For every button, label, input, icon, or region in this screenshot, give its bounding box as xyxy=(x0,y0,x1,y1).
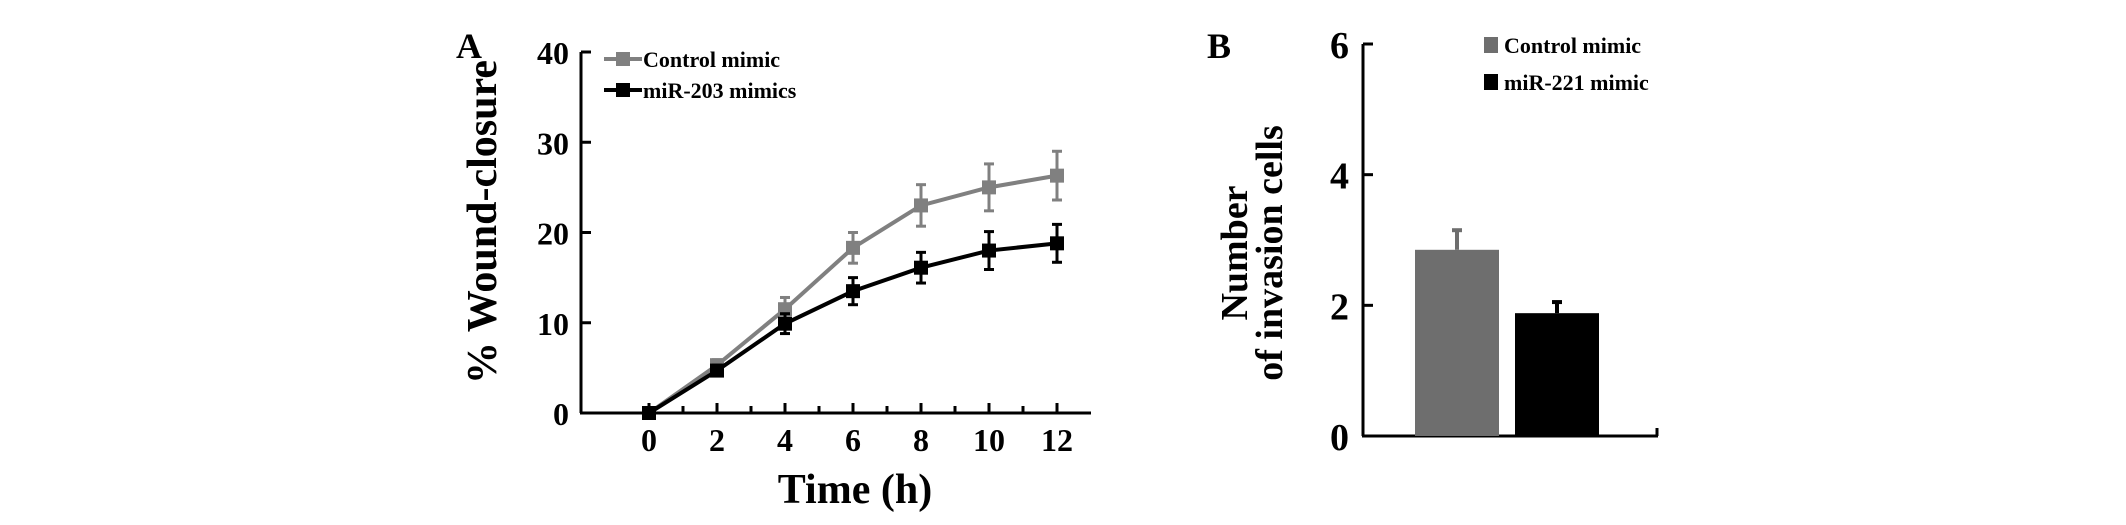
panel-a-y-axis-label: % Wound-closure xyxy=(460,60,506,384)
panel-a-legend-marker-control xyxy=(616,52,630,66)
panel-a-data-point xyxy=(778,316,792,331)
panel-a-series xyxy=(642,149,1064,420)
panel-a-data-point xyxy=(1050,168,1064,183)
panel-a-legend: Control mimic miR-203 mimics xyxy=(604,47,797,103)
panel-b-y-axis-label-line1: Number xyxy=(1214,185,1256,320)
panel-a-x-tick-label: 8 xyxy=(913,422,929,458)
panel-b-y-tick-label: 0 xyxy=(1330,417,1349,459)
panel-b-y-ticks: 0 2 4 6 xyxy=(1330,25,1373,459)
panel-a-y-tick-label: 20 xyxy=(537,216,569,252)
panel-b-bar-chart: B Number of invasion cells 0 2 4 6 Control … xyxy=(1207,25,1659,459)
panel-a-legend-label-control: Control mimic xyxy=(643,47,780,72)
panel-b-y-tick-label: 6 xyxy=(1330,25,1349,67)
panel-b-y-tick-label: 4 xyxy=(1330,156,1349,198)
panel-a-x-tick-label: 4 xyxy=(777,422,793,458)
panel-b-bars xyxy=(1415,228,1599,436)
panel-a-y-tick-label: 0 xyxy=(553,396,569,432)
panel-a-data-point xyxy=(846,284,860,299)
panel-a-x-tick-label: 10 xyxy=(973,422,1005,458)
panel-a-series-line xyxy=(647,241,1058,415)
panel-b-legend-label-mir221: miR-221 mimic xyxy=(1504,70,1649,95)
panel-a-data-point xyxy=(914,198,928,213)
panel-a-x-tick-label: 6 xyxy=(845,422,861,458)
panel-a-y-ticks: 0 10 20 30 40 xyxy=(537,35,591,432)
panel-b-legend-swatch-control xyxy=(1484,37,1498,53)
panel-b-bar xyxy=(1515,313,1599,436)
panel-a-x-tick-label: 2 xyxy=(709,422,725,458)
panel-a-y-tick-label: 10 xyxy=(537,306,569,342)
panel-a-x-ticks: 0 2 4 6 8 10 12 xyxy=(641,403,1073,458)
panel-b-legend-swatch-mir221 xyxy=(1484,74,1498,90)
panel-a-data-point xyxy=(914,260,928,275)
panel-a-legend-label-mir203: miR-203 mimics xyxy=(643,78,797,103)
panel-a-line-chart: A % Wound-closure Time (h) 0 10 20 30 40 0 2 4… xyxy=(456,26,1091,513)
panel-a-x-tick-label: 0 xyxy=(641,422,657,458)
panel-a-x-axis-label: Time (h) xyxy=(778,467,932,513)
panel-a-data-point xyxy=(1050,236,1064,251)
panel-b-label: B xyxy=(1207,26,1231,66)
panel-b-bar xyxy=(1415,249,1499,436)
panel-a-data-point xyxy=(710,363,724,378)
panel-a-data-point xyxy=(982,243,996,258)
panel-a-data-point xyxy=(982,180,996,195)
panel-a-data-point xyxy=(642,406,656,420)
panel-a-label: A xyxy=(456,26,482,66)
panel-a-legend-item-control: Control mimic xyxy=(604,47,780,72)
panel-a-y-tick-label: 40 xyxy=(537,35,569,71)
panel-b-legend-item-mir221: miR-221 mimic xyxy=(1484,70,1649,95)
panel-a-data-point xyxy=(846,240,860,255)
panel-a-y-tick-label: 30 xyxy=(537,125,569,161)
panel-b-y-tick-label: 2 xyxy=(1330,286,1349,328)
panel-b-y-axis-label-line2: of invasion cells xyxy=(1249,125,1291,380)
panel-a-legend-marker-mir203 xyxy=(616,83,630,97)
panel-a-legend-item-mir203: miR-203 mimics xyxy=(604,78,797,103)
panel-a-x-tick-label: 12 xyxy=(1041,422,1073,458)
panel-a-series-1 xyxy=(642,222,1064,420)
panel-b-legend: Control mimic miR-221 mimic xyxy=(1484,33,1649,95)
panel-b-legend-item-control: Control mimic xyxy=(1484,33,1641,58)
panel-b-legend-label-control: Control mimic xyxy=(1504,33,1641,58)
